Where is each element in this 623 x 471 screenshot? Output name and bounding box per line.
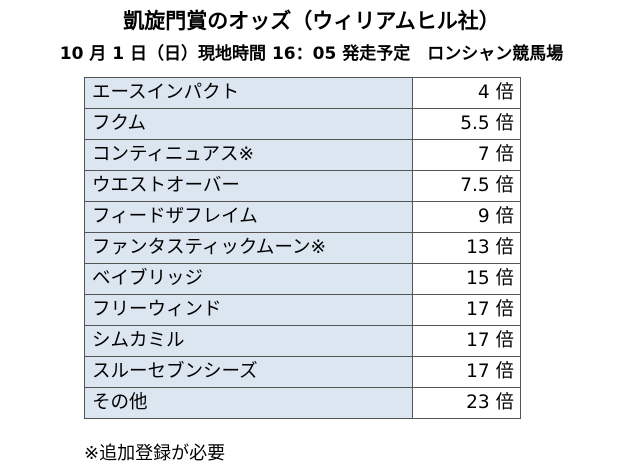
table-row: ファンタスティックムーン※ 13 倍: [84, 232, 521, 264]
odds-table: エースインパクト 4 倍 フクム 5.5 倍 コンティニュアス※ 7 倍 ウエス…: [84, 77, 521, 419]
table-row: フクム 5.5 倍: [84, 108, 521, 140]
page-title: 凱旋門賞のオッズ（ウィリアムヒル社）: [123, 9, 500, 33]
horse-name-cell: スルーセブンシーズ: [84, 356, 413, 388]
odds-cell: 15 倍: [412, 263, 521, 295]
table-row: その他 23 倍: [84, 387, 521, 419]
horse-name-cell: シムカミル: [84, 325, 413, 357]
table-row: ウエストオーバー 7.5 倍: [84, 170, 521, 202]
odds-cell: 17 倍: [412, 294, 521, 326]
odds-cell: 17 倍: [412, 325, 521, 357]
odds-cell: 4 倍: [412, 77, 521, 109]
horse-name-cell: コンティニュアス※: [84, 139, 413, 171]
horse-name-cell: エースインパクト: [84, 77, 413, 109]
table-row: フィードザフレイム 9 倍: [84, 201, 521, 233]
horse-name-cell: フクム: [84, 108, 413, 140]
odds-cell: 23 倍: [412, 387, 521, 419]
horse-name-cell: ベイブリッジ: [84, 263, 413, 295]
odds-cell: 13 倍: [412, 232, 521, 264]
odds-cell: 7.5 倍: [412, 170, 521, 202]
table-row: フリーウィンド 17 倍: [84, 294, 521, 326]
horse-name-cell: その他: [84, 387, 413, 419]
horse-name-cell: フリーウィンド: [84, 294, 413, 326]
horse-name-cell: フィードザフレイム: [84, 201, 413, 233]
footnote: ※追加登録が必要: [84, 443, 226, 464]
table-row: シムカミル 17 倍: [84, 325, 521, 357]
odds-cell: 17 倍: [412, 356, 521, 388]
race-info-subtitle: 10 月 1 日（日）現地時間 16：05 発走予定 ロンシャン競馬場: [59, 44, 564, 64]
table-row: エースインパクト 4 倍: [84, 77, 521, 109]
table-row: ベイブリッジ 15 倍: [84, 263, 521, 295]
horse-name-cell: ファンタスティックムーン※: [84, 232, 413, 264]
horse-name-cell: ウエストオーバー: [84, 170, 413, 202]
odds-cell: 5.5 倍: [412, 108, 521, 140]
odds-cell: 9 倍: [412, 201, 521, 233]
odds-cell: 7 倍: [412, 139, 521, 171]
table-row: スルーセブンシーズ 17 倍: [84, 356, 521, 388]
table-row: コンティニュアス※ 7 倍: [84, 139, 521, 171]
